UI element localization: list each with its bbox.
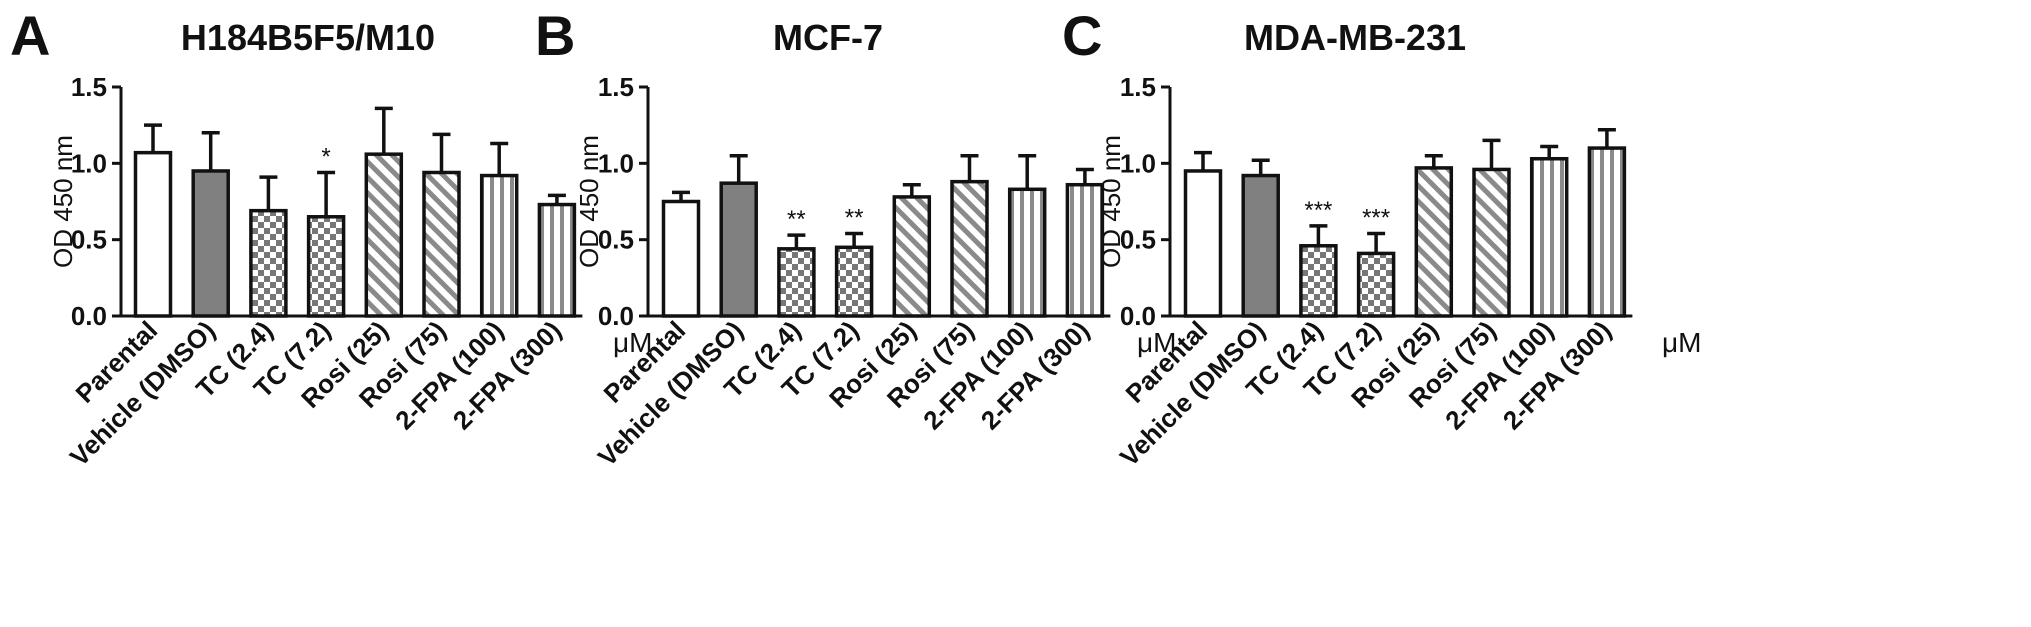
- y-tick-label: 0.5: [1120, 225, 1156, 255]
- bar: [364, 152, 404, 318]
- bar: [892, 195, 932, 318]
- bar: [1414, 166, 1454, 318]
- bar: [191, 169, 230, 318]
- unit-label: μM: [1662, 327, 1701, 358]
- chart-title: MDA-MB-231: [1244, 17, 1466, 58]
- y-tick-label: 1.5: [71, 72, 107, 102]
- y-tick-label: 1.0: [598, 148, 634, 178]
- chart-title: H184B5F5/M10: [181, 17, 435, 58]
- y-tick-label: 1.0: [1120, 148, 1156, 178]
- bar: [950, 179, 989, 318]
- significance-label: ***: [1304, 197, 1332, 224]
- y-tick-label: 1.5: [1120, 72, 1156, 102]
- y-axis-label: OD 450 nm: [574, 135, 604, 268]
- bar: [537, 202, 577, 318]
- unit-label: μM: [613, 327, 652, 358]
- y-axis-label: OD 450 nm: [48, 135, 78, 268]
- y-tick-label: 0.0: [598, 301, 634, 331]
- bar: [422, 170, 461, 318]
- panel-letter: A: [10, 4, 50, 67]
- y-tick-label: 0.5: [71, 225, 107, 255]
- panel-letter: B: [535, 4, 575, 67]
- unit-label: μM: [1137, 327, 1176, 358]
- y-tick-label: 1.5: [598, 72, 634, 102]
- bar: [777, 247, 816, 318]
- bar: [661, 199, 701, 318]
- bar: [1007, 187, 1047, 318]
- bar: [1241, 173, 1280, 318]
- y-tick-label: 0.5: [598, 225, 634, 255]
- y-tick-label: 0.0: [1120, 301, 1156, 331]
- bar: [249, 208, 288, 318]
- significance-label: **: [787, 206, 806, 233]
- bar: [1587, 146, 1627, 318]
- bar: [719, 181, 758, 318]
- bar: [834, 245, 874, 318]
- bar: [1529, 157, 1569, 318]
- bar: [1356, 251, 1396, 318]
- y-tick-label: 0.0: [71, 301, 107, 331]
- y-tick-label: 1.0: [71, 148, 107, 178]
- bar: [479, 173, 519, 318]
- bar: [133, 150, 173, 318]
- y-axis-label: OD 450 nm: [1096, 135, 1126, 268]
- chart-title: MCF-7: [773, 17, 883, 58]
- bar: [1472, 167, 1511, 318]
- bar: [306, 215, 346, 318]
- panel-letter: C: [1062, 4, 1102, 67]
- bar: [1183, 169, 1223, 318]
- significance-label: ***: [1362, 205, 1390, 232]
- significance-label: *: [321, 143, 330, 170]
- bar: [1299, 244, 1338, 318]
- significance-label: **: [845, 205, 864, 232]
